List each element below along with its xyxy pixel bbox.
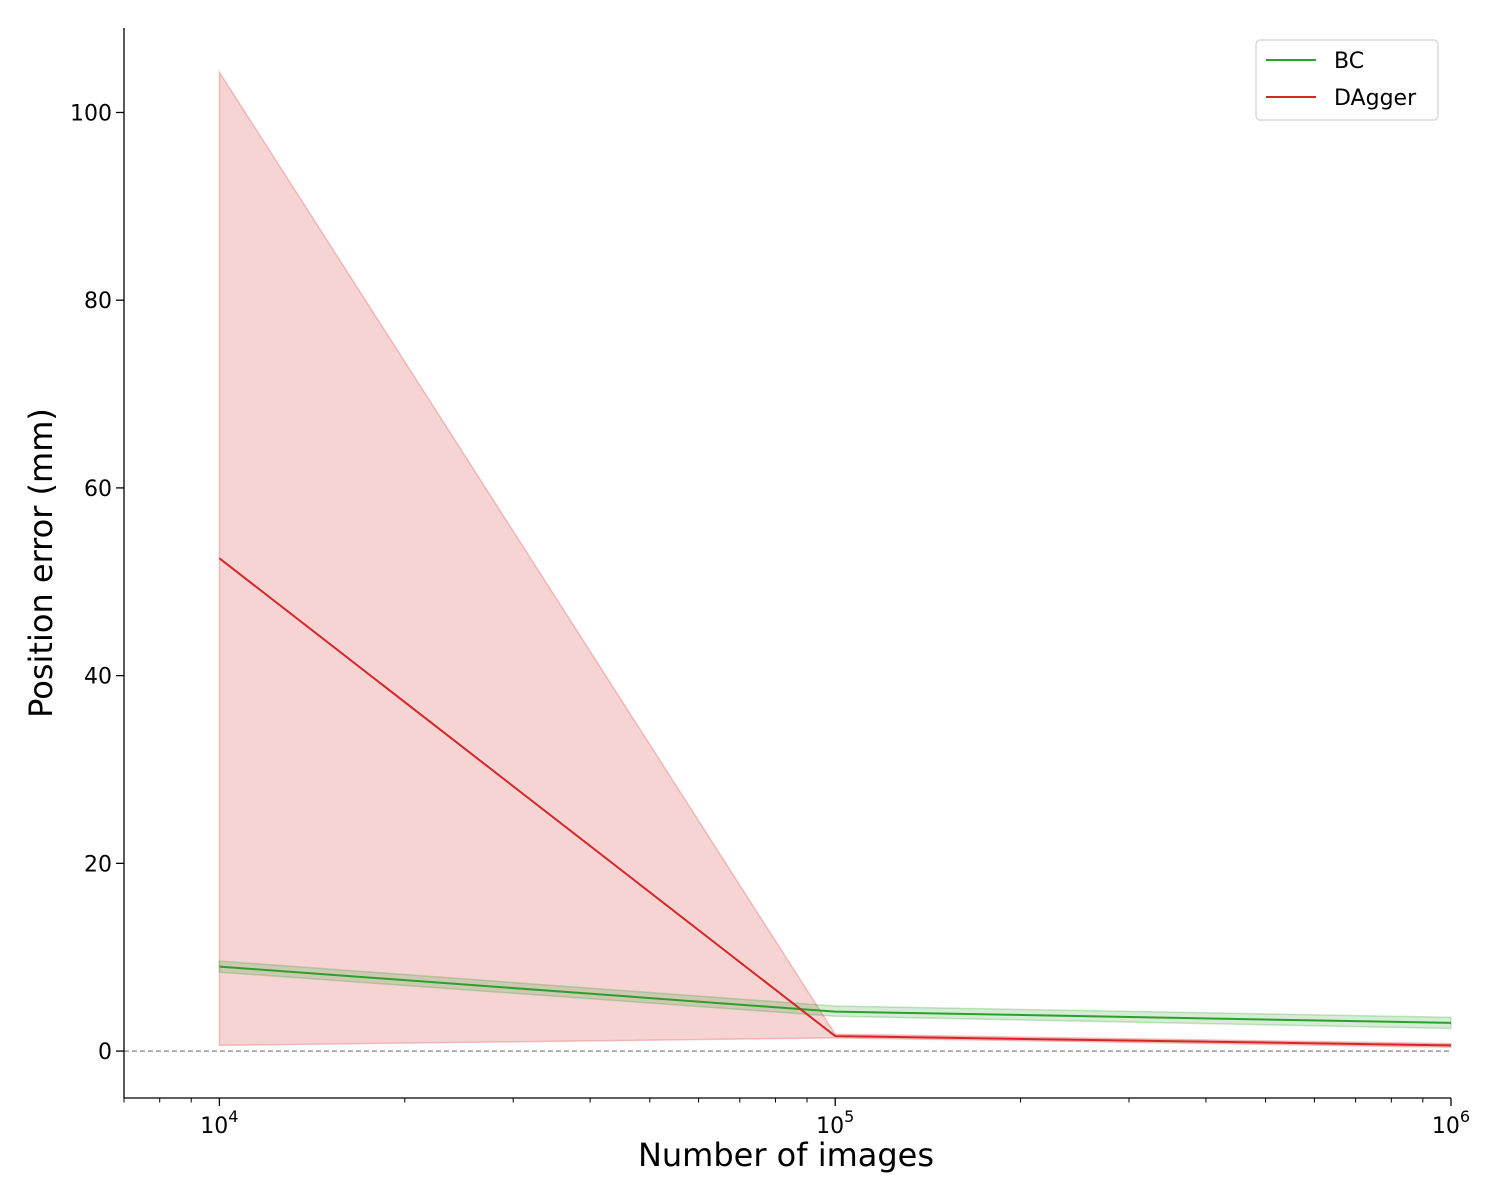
- y-tick-label: 100: [70, 101, 112, 126]
- x-tick-exponent: 4: [228, 1107, 238, 1126]
- x-tick-base: 10: [816, 1114, 844, 1139]
- band-bc: [218, 960, 1452, 1030]
- x-tick-base: 10: [1432, 1114, 1460, 1139]
- confidence-bands: [218, 69, 1452, 1049]
- legend: BC DAgger: [1255, 39, 1439, 121]
- x-tick-exponent: 5: [844, 1107, 854, 1126]
- y-tick-label: 60: [84, 477, 112, 502]
- axes: [123, 28, 1451, 1099]
- y-tick-label: 80: [84, 289, 112, 314]
- x-axis-label: Number of images: [638, 1136, 934, 1174]
- x-tick-base: 10: [200, 1114, 228, 1139]
- y-tick-label: 20: [84, 852, 112, 877]
- x-tick-exponent: 6: [1460, 1107, 1470, 1126]
- x-axis-ticks: 104 105 106: [123, 1098, 1470, 1139]
- legend-label-dagger: DAgger: [1334, 86, 1417, 111]
- x-tick-label: 104: [200, 1107, 238, 1139]
- y-tick-label: 0: [98, 1040, 112, 1065]
- x-tick-label: 105: [816, 1107, 854, 1139]
- x-tick-label: 106: [1432, 1107, 1470, 1139]
- y-axis-label: Position error (mm): [22, 408, 60, 718]
- y-tick-label: 40: [84, 665, 112, 690]
- series-lines: [218, 557, 1452, 1047]
- band-dagger: [218, 69, 1452, 1049]
- y-axis-ticks: 0 20 40 60 80 100: [70, 101, 124, 1065]
- legend-label-bc: BC: [1334, 49, 1364, 74]
